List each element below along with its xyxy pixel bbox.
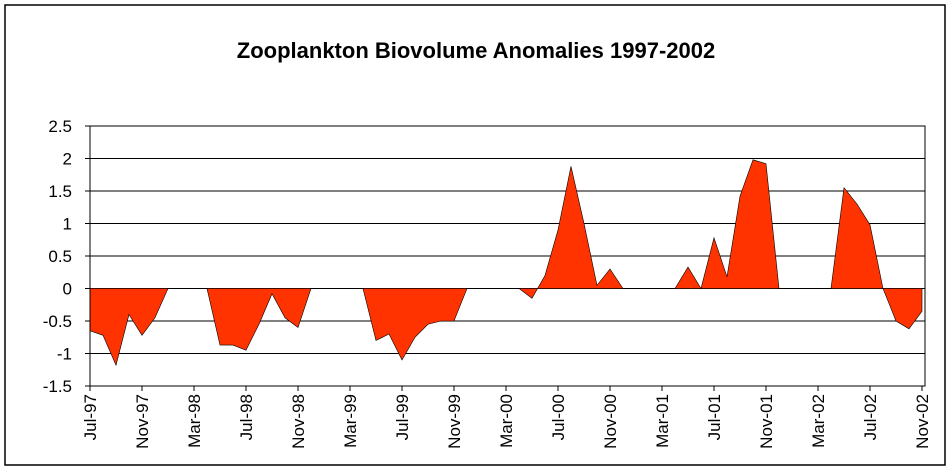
x-tick-label: Jul-97 xyxy=(81,394,100,440)
chart-title: Zooplankton Biovolume Anomalies 1997-200… xyxy=(237,38,715,63)
y-tick-label: -0.5 xyxy=(43,312,72,331)
plot-area: -1.5 -1 -0.5 0 0.5 1 1.5 2 2.5 Jul-97 Nov-97 Mar-98… xyxy=(43,117,932,449)
x-tick-label: Mar-98 xyxy=(185,394,204,448)
x-tick-label: Mar-99 xyxy=(341,394,360,448)
plot-frame xyxy=(89,125,926,387)
y-tick-label: 1 xyxy=(63,215,72,234)
x-tick-label: Nov-01 xyxy=(757,394,776,449)
x-tick-label: Nov-99 xyxy=(445,394,464,449)
x-tick-label: Jul-02 xyxy=(861,394,880,440)
x-tick-label: Jul-01 xyxy=(705,394,724,440)
y-tick-label: 0 xyxy=(63,280,72,299)
y-tick-label: -1 xyxy=(57,345,72,364)
y-tick-label: 1.5 xyxy=(48,182,72,201)
x-tick-label: Mar-00 xyxy=(497,394,516,448)
x-tick-label: Nov-02 xyxy=(913,394,932,449)
x-tick-label: Nov-00 xyxy=(601,394,620,449)
x-tick-label: Jul-99 xyxy=(393,394,412,440)
y-tick-label: 0.5 xyxy=(48,247,72,266)
x-tick-label: Jul-98 xyxy=(237,394,256,440)
x-tick-label: Mar-01 xyxy=(653,394,672,448)
x-tick-label: Nov-98 xyxy=(289,394,308,449)
y-tick-label: -1.5 xyxy=(43,377,72,396)
x-tick-label: Nov-97 xyxy=(133,394,152,449)
y-tick-label: 2.5 xyxy=(48,117,72,136)
area xyxy=(89,159,923,367)
x-tick-label: Jul-00 xyxy=(549,394,568,440)
x-tick-label: Mar-02 xyxy=(809,394,828,448)
y-tick-label: 2 xyxy=(63,150,72,169)
